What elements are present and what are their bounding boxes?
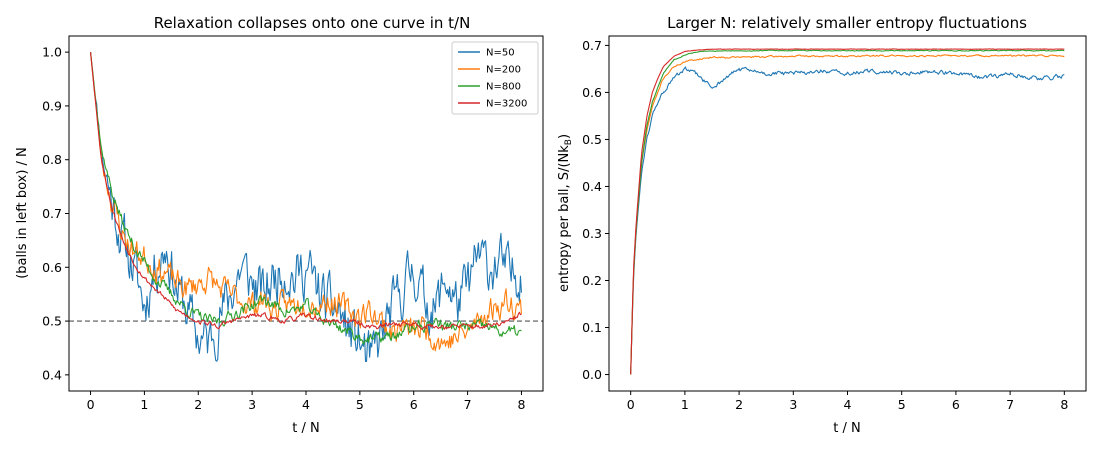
right-y-tick-label: 0.6 [582, 85, 602, 100]
right-series-line-n-800 [630, 49, 1065, 375]
right-y-tick-label: 0.7 [582, 38, 602, 53]
right-x-tick-label: 4 [844, 397, 852, 412]
left-chart-title: Relaxation collapses onto one curve in t… [154, 14, 471, 32]
left-series-line-n-800 [90, 52, 522, 345]
left-y-tick-label: 0.5 [42, 314, 62, 329]
left-plot-area [69, 52, 543, 362]
left-x-axis-ticks: 0 1 2 3 4 5 6 7 8 [87, 391, 525, 412]
legend-label: N=200 [486, 65, 521, 76]
left-y-tick-label: 0.7 [42, 206, 62, 221]
left-y-tick-label: 1.0 [42, 45, 62, 60]
right-x-tick-label: 1 [681, 397, 689, 412]
legend: N=50 N=200 N=800 N=3200 [451, 41, 539, 115]
left-y-tick-label: 0.6 [42, 260, 62, 275]
right-series-line-n-200 [630, 54, 1065, 375]
left-y-tick-label: 0.9 [42, 98, 62, 113]
left-x-tick-label: 7 [464, 397, 472, 412]
left-x-tick-label: 2 [194, 397, 202, 412]
right-y-axis-label: entropy per ball, S/(NkB) [557, 134, 574, 292]
right-y-tick-label: 0.3 [582, 226, 602, 241]
left-y-tick-label: 0.4 [42, 367, 62, 382]
left-x-axis-label: t / N [292, 421, 319, 436]
left-series-line-n-50 [90, 52, 522, 362]
right-y-axis-ticks: 0.0 0.1 0.2 0.3 0.4 0.5 0.6 0.7 [582, 38, 609, 382]
right-axes-frame [608, 35, 1087, 392]
left-x-tick-label: 5 [356, 397, 364, 412]
right-x-tick-label: 5 [898, 397, 906, 412]
right-series-line-n-3200 [630, 48, 1065, 375]
left-y-axis-ticks: 0.4 0.5 0.6 0.7 0.8 0.9 1.0 [42, 45, 69, 382]
legend-box [451, 41, 539, 115]
legend-label: N=50 [486, 48, 515, 59]
legend-label: N=3200 [486, 99, 527, 110]
left-x-tick-label: 3 [248, 397, 256, 412]
right-y-tick-label: 0.0 [582, 367, 602, 382]
left-y-tick-label: 0.8 [42, 152, 62, 167]
right-x-axis-label: t / N [833, 421, 860, 436]
right-series-line-n-50 [630, 66, 1065, 375]
right-x-tick-label: 2 [735, 397, 743, 412]
right-plot-area [630, 48, 1065, 375]
left-x-tick-label: 4 [302, 397, 310, 412]
left-y-axis-label: (balls in left box) / N [15, 147, 30, 279]
right-x-tick-label: 0 [627, 397, 635, 412]
left-series-line-n-3200 [90, 52, 522, 330]
right-y-tick-label: 0.5 [582, 132, 602, 147]
left-panel: Relaxation collapses onto one curve in t… [15, 14, 544, 436]
right-x-tick-label: 7 [1006, 397, 1014, 412]
right-y-tick-label: 0.1 [582, 320, 602, 335]
right-x-tick-label: 8 [1060, 397, 1068, 412]
right-x-tick-label: 6 [952, 397, 960, 412]
right-y-tick-label: 0.2 [582, 273, 602, 288]
right-x-axis-ticks: 0 1 2 3 4 5 6 7 8 [627, 391, 1068, 412]
left-x-tick-label: 0 [87, 397, 95, 412]
left-x-tick-label: 8 [517, 397, 525, 412]
right-panel: Larger N: relatively smaller entropy flu… [557, 14, 1087, 436]
legend-label: N=800 [486, 82, 521, 93]
right-y-tick-label: 0.4 [582, 179, 602, 194]
right-chart-title: Larger N: relatively smaller entropy flu… [667, 14, 1027, 32]
left-x-tick-label: 6 [410, 397, 418, 412]
right-x-tick-label: 3 [789, 397, 797, 412]
left-x-tick-label: 1 [140, 397, 148, 412]
